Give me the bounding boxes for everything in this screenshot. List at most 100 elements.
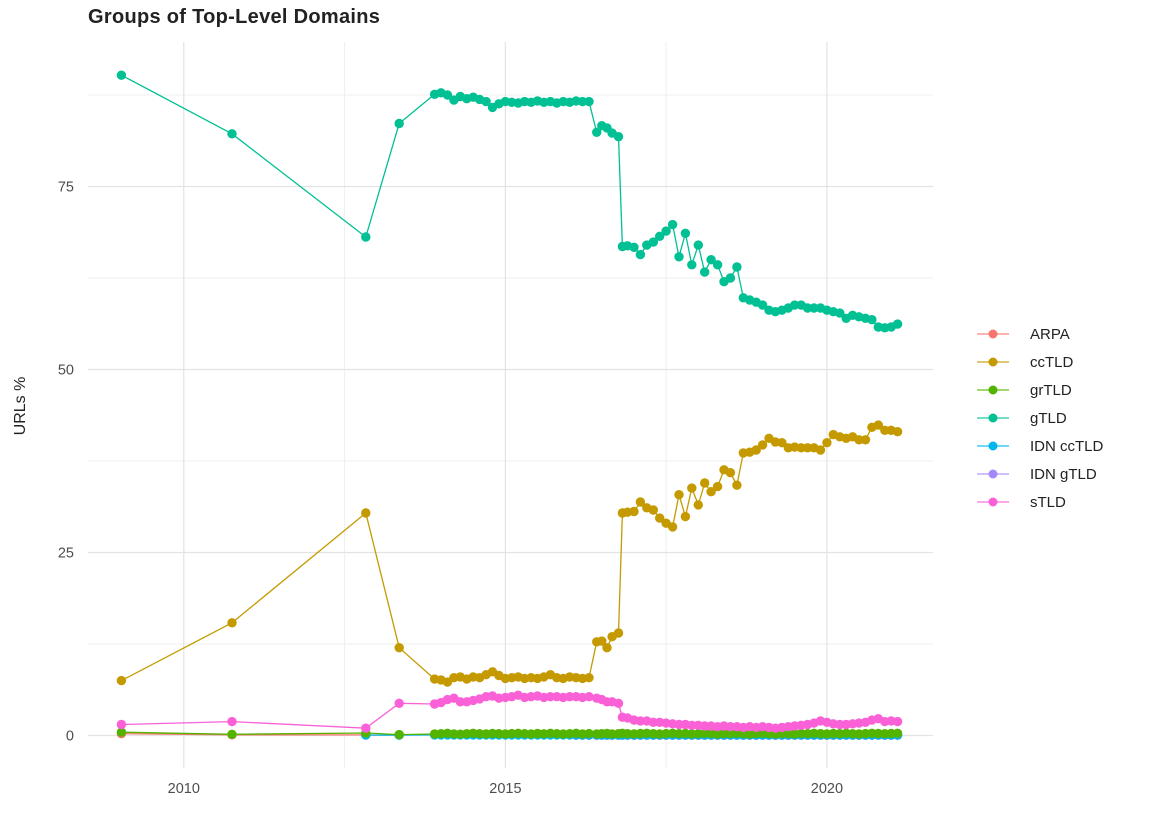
data-point xyxy=(481,96,491,107)
data-point xyxy=(592,127,602,137)
data-point xyxy=(854,435,864,445)
legend-item-label: grTLD xyxy=(1030,381,1072,399)
legend-key-icon-idn-gtld xyxy=(977,468,1009,480)
data-point xyxy=(629,242,639,252)
data-point xyxy=(116,70,127,80)
legend-item-arpa: ARPA xyxy=(977,320,1103,348)
series-grtld xyxy=(116,727,903,740)
data-point xyxy=(602,643,612,653)
data-point xyxy=(577,96,588,107)
data-point xyxy=(693,500,703,510)
data-point xyxy=(613,628,624,638)
data-point xyxy=(394,698,404,708)
data-point xyxy=(116,675,127,686)
legend-key-icon-cctld xyxy=(977,356,1009,368)
data-point xyxy=(757,440,768,450)
data-point xyxy=(751,445,761,455)
data-point xyxy=(584,728,594,739)
legend-item-label: sTLD xyxy=(1030,493,1066,511)
data-point xyxy=(613,132,624,142)
data-point xyxy=(597,636,607,646)
data-point xyxy=(725,273,736,283)
data-point xyxy=(394,643,404,653)
data-point xyxy=(116,727,127,737)
data-point xyxy=(860,435,871,445)
y-axis-title: URLs % xyxy=(12,376,29,436)
legend-item-label: ccTLD xyxy=(1030,353,1074,371)
series-stld xyxy=(116,690,903,733)
x-tick-label: 2010 xyxy=(168,781,200,797)
legend: ARPA ccTLD grTLD gTLD IDN ccTLD IDN gTLD sTLD xyxy=(977,320,1103,516)
data-point xyxy=(680,511,691,522)
data-point xyxy=(892,427,903,437)
legend-item-idn-gtld: IDN gTLD xyxy=(977,460,1103,488)
legend-item-grtld: grTLD xyxy=(977,376,1103,404)
data-point xyxy=(635,497,646,507)
legend-item-label: IDN ccTLD xyxy=(1030,437,1104,455)
y-tick-label: 25 xyxy=(58,546,74,562)
data-point xyxy=(693,240,703,250)
data-point xyxy=(629,506,639,517)
data-point xyxy=(674,490,684,500)
data-point xyxy=(667,219,678,230)
legend-key-icon-gtld xyxy=(977,412,1009,424)
data-point xyxy=(584,692,594,702)
data-point xyxy=(725,468,736,478)
data-point xyxy=(667,522,678,532)
data-point xyxy=(394,118,404,129)
data-point xyxy=(361,723,371,733)
data-point xyxy=(777,438,787,448)
data-point xyxy=(613,698,624,708)
data-point xyxy=(892,716,903,727)
data-point xyxy=(648,505,658,515)
legend-item-label: ARPA xyxy=(1030,325,1070,343)
data-point xyxy=(648,237,658,247)
data-point xyxy=(455,697,465,707)
chart-title: Groups of Top-Level Domains xyxy=(88,6,381,28)
legend-item-stld: sTLD xyxy=(977,488,1103,516)
legend-key-icon-arpa xyxy=(977,328,1009,340)
y-tick-label: 50 xyxy=(58,363,74,379)
data-point xyxy=(892,319,903,329)
data-point xyxy=(867,315,877,325)
legend-key-icon-grtld xyxy=(977,384,1009,396)
legend-item-cctld: ccTLD xyxy=(977,348,1103,376)
series-cctld xyxy=(116,420,903,687)
data-point xyxy=(361,232,371,242)
data-point xyxy=(835,308,845,318)
data-point xyxy=(661,226,671,236)
data-point xyxy=(584,673,594,683)
data-point xyxy=(584,96,594,107)
data-point xyxy=(873,420,883,430)
data-point xyxy=(712,481,723,492)
data-point xyxy=(700,478,710,488)
y-tick-label: 75 xyxy=(58,180,74,196)
data-point xyxy=(815,445,826,455)
data-point xyxy=(687,260,697,270)
data-point xyxy=(687,483,697,493)
data-point xyxy=(706,255,716,265)
gridlines xyxy=(88,42,933,768)
y-tick-label: 0 xyxy=(66,729,74,745)
data-point xyxy=(394,729,404,740)
data-point xyxy=(635,249,646,260)
data-point xyxy=(725,722,736,732)
data-point xyxy=(116,719,127,730)
series-line-gtld xyxy=(121,74,898,329)
legend-key-icon-stld xyxy=(977,496,1009,508)
legend-item-label: gTLD xyxy=(1030,409,1067,427)
data-point xyxy=(732,480,742,490)
data-point xyxy=(822,438,832,448)
data-point xyxy=(227,129,237,139)
legend-key-icon-idn-cctld xyxy=(977,440,1009,452)
data-point xyxy=(706,487,716,497)
x-tick-label: 2015 xyxy=(489,781,521,797)
data-point xyxy=(757,300,768,310)
data-point xyxy=(227,618,237,628)
series-gtld xyxy=(116,70,903,333)
data-point xyxy=(227,716,237,727)
data-point xyxy=(361,508,371,518)
legend-item-idn-cctld: IDN ccTLD xyxy=(977,432,1103,460)
